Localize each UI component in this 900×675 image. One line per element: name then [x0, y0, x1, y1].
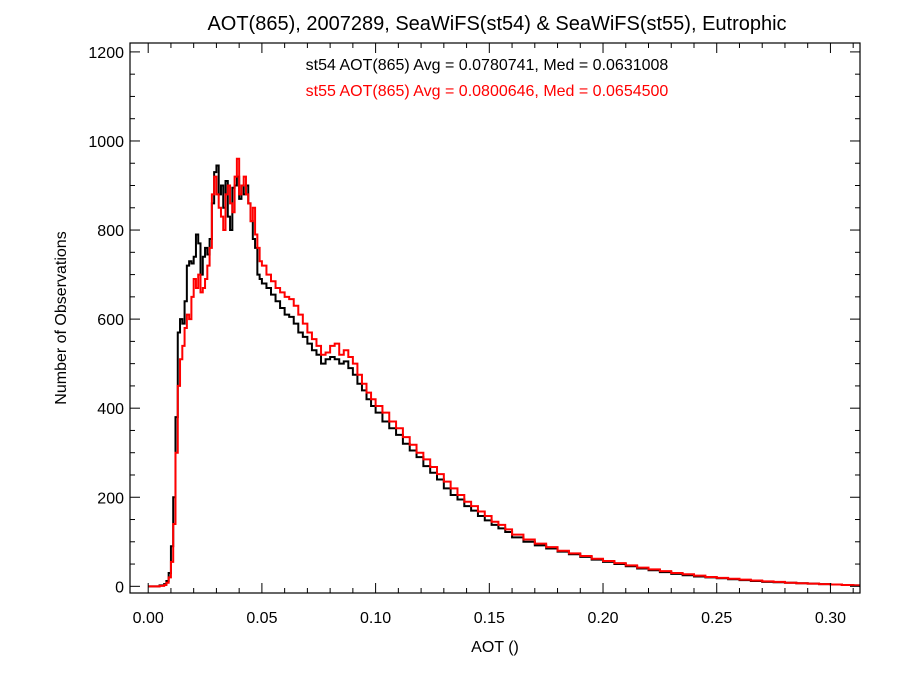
chart-title: AOT(865), 2007289, SeaWiFS(st54) & SeaWi… — [207, 13, 786, 35]
annotation-st55: st55 AOT(865) Avg = 0.0800646, Med = 0.0… — [306, 83, 669, 100]
x-tick-label: 0.00 — [133, 610, 164, 627]
series-line-st55 — [148, 157, 860, 588]
y-tick-label: 200 — [97, 490, 124, 507]
plot-frame — [129, 42, 861, 594]
y-tick-label: 400 — [97, 401, 124, 418]
y-tick-label: 1200 — [88, 45, 124, 62]
y-tick-label: 600 — [97, 312, 124, 329]
annotation-st54: st54 AOT(865) Avg = 0.0780741, Med = 0.0… — [306, 57, 669, 74]
x-tick-label: 0.30 — [815, 610, 846, 627]
x-axis-label: AOT () — [471, 639, 519, 656]
x-tick-label: 0.15 — [474, 610, 505, 627]
y-tick-label: 1000 — [88, 134, 124, 151]
y-axis-label: Number of Observations — [53, 231, 70, 404]
x-tick-label: 0.20 — [587, 610, 618, 627]
x-tick-label: 0.25 — [701, 610, 732, 627]
x-tick-label: 0.10 — [360, 610, 391, 627]
y-tick-label: 800 — [97, 223, 124, 240]
y-tick-label: 0 — [115, 579, 124, 596]
x-tick-label: 0.05 — [246, 610, 277, 627]
